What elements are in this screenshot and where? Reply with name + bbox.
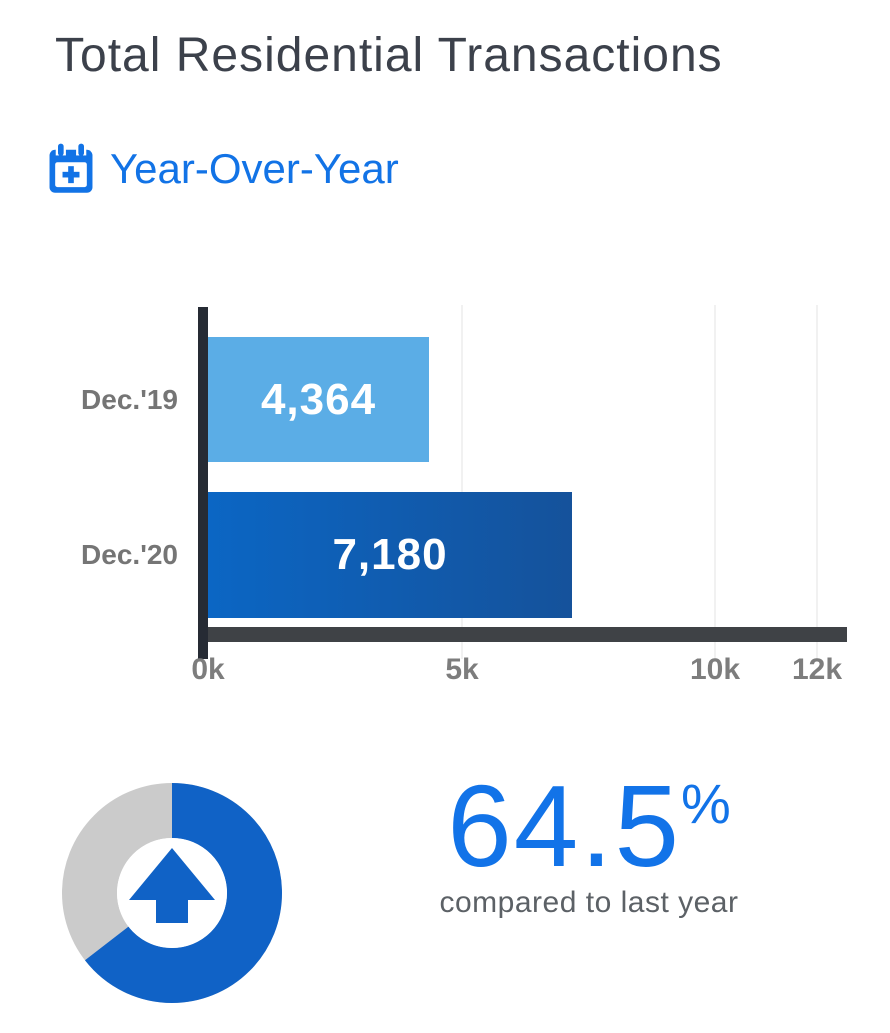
bar-value-label: 7,180 [332,530,448,579]
donut-fill-segment [62,783,282,1003]
x-tick-label: 5k [445,653,479,686]
y-axis-line [198,307,208,659]
kpi-caption: compared to last year [439,886,739,919]
gridline [714,305,716,659]
category-label: Dec.'20 [81,539,178,570]
bar-chart: 4,364 7,180 Dec.'19 Dec.'20 0k 5k 10k 12k [81,305,847,686]
kpi-block: 64.5 % compared to last year [428,768,750,920]
kpi-unit: % [680,772,731,835]
x-tick-label: 0k [191,653,225,686]
gridline [816,305,818,659]
x-axis-line [208,627,847,642]
page-title: Total Residential Transactions [55,29,723,82]
kpi-value: 64.5 [447,761,681,891]
bar-dec19: 4,364 [208,337,429,462]
bar-dec20: 7,180 [208,492,572,618]
bar-value-label: 4,364 [260,374,377,424]
gridline [461,305,463,659]
arrow-up-icon [129,848,215,923]
period-selector-label: Year-Over-Year [110,145,399,192]
kpi-number: 64.5 % [447,768,731,884]
calendar-plus-icon [48,143,94,195]
x-tick-label: 12k [791,653,843,686]
donut-chart [57,778,287,1008]
x-tick-label: 10k [689,653,741,686]
period-selector[interactable]: Year-Over-Year [48,143,399,195]
category-label: Dec.'19 [81,383,178,415]
